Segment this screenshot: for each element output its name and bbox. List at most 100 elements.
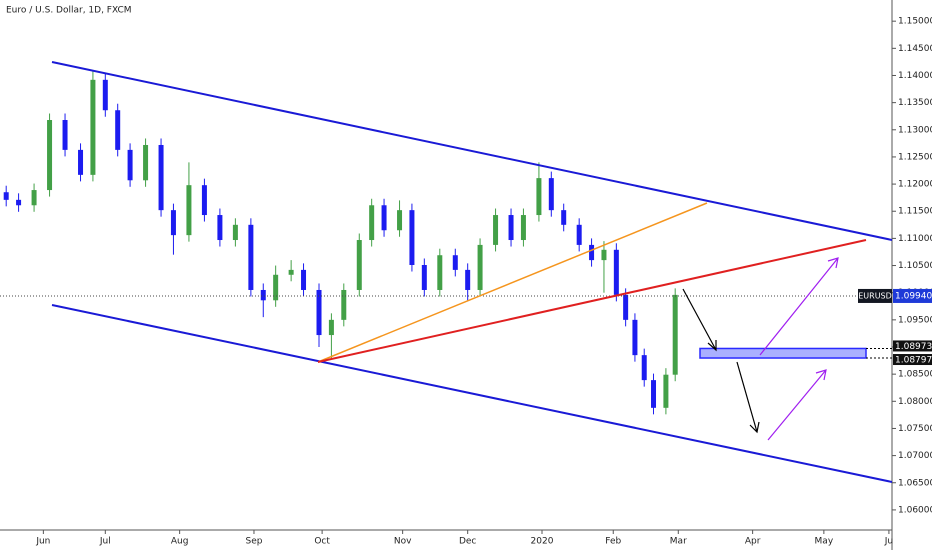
last-price-label: 1.09940: [895, 291, 932, 301]
candle-body: [341, 289, 347, 320]
y-tick-label: 1.12000: [898, 180, 932, 190]
x-tick-label: Nov: [394, 537, 412, 547]
candle-body: [493, 215, 499, 245]
candle-body: [452, 255, 458, 270]
candle-body: [78, 149, 84, 175]
candle-body: [437, 255, 443, 290]
candle-body: [613, 249, 619, 295]
candle-body: [601, 249, 607, 261]
y-tick-label: 1.15000: [898, 17, 932, 27]
candle-body: [589, 244, 595, 261]
candle-body: [641, 355, 647, 381]
candle-body: [316, 289, 322, 336]
candle-body: [328, 319, 334, 336]
y-tick-label: 1.08500: [898, 370, 932, 380]
candle-body: [3, 192, 9, 200]
candle-body: [548, 178, 554, 211]
candle-body: [663, 374, 669, 408]
x-tick-label: Jul: [99, 537, 111, 547]
x-tick-label: Jun: [35, 537, 50, 547]
candle-body: [561, 210, 567, 225]
x-tick-label: May: [815, 537, 834, 547]
y-tick-label: 1.13500: [898, 98, 932, 108]
candle-body: [217, 215, 223, 241]
candle-body: [31, 190, 37, 206]
candle-body: [248, 224, 254, 290]
x-tick-label: Ju: [884, 537, 893, 547]
candle-body: [158, 144, 164, 211]
candle-body: [143, 144, 149, 181]
purple-arrows: [759, 257, 839, 441]
y-tick-label: 1.14500: [898, 44, 932, 54]
candle-body: [632, 319, 638, 356]
zone-label-box: [893, 354, 932, 366]
candle-body: [672, 294, 678, 375]
y-tick-label: 1.10500: [898, 261, 932, 271]
y-tick-label: 1.11500: [898, 207, 932, 217]
candle-body: [90, 79, 96, 175]
zone-label: 1.08797: [895, 356, 932, 366]
y-tick-label: 1.12500: [898, 152, 932, 162]
candle-body: [508, 215, 514, 241]
drawings: [51, 61, 893, 483]
candle-body: [397, 210, 403, 231]
y-tick-label: 1.11000: [898, 234, 932, 244]
y-tick-label: 1.14000: [898, 71, 932, 81]
x-tick-label: Feb: [605, 537, 621, 547]
candle-body: [273, 274, 279, 301]
y-tick-label: 1.07000: [898, 451, 932, 461]
candle-body: [651, 380, 657, 408]
arrow-down: [682, 288, 717, 352]
candle-body: [477, 244, 483, 290]
candle-body: [369, 205, 375, 241]
candle-body: [421, 265, 427, 290]
candle-body: [623, 294, 629, 320]
y-tick-label: 1.06500: [898, 478, 932, 488]
candle-body: [232, 224, 238, 241]
candle-body: [115, 110, 121, 150]
black-arrows: [682, 288, 760, 434]
candle-body: [288, 269, 294, 275]
target-zone: [699, 347, 867, 359]
candle-body: [47, 120, 53, 191]
arrow-up: [767, 369, 827, 441]
candle-body: [16, 199, 22, 206]
upper-channel: [51, 61, 893, 241]
candle-body: [301, 269, 307, 290]
candle-body: [170, 210, 176, 236]
candles: [3, 70, 678, 415]
candle-body: [381, 205, 387, 231]
orange-trendline: [317, 202, 708, 363]
y-tick-label: 1.06000: [898, 505, 932, 515]
last-price-box: [893, 288, 932, 303]
x-tick-label: Dec: [459, 537, 476, 547]
candle-body: [201, 185, 207, 216]
y-tick-label: 1.07500: [898, 424, 932, 434]
candle-body: [576, 224, 582, 245]
zone-label-box: [893, 340, 932, 352]
x-tick-label: 2020: [531, 537, 554, 547]
x-tick-label: Mar: [670, 537, 687, 547]
candle-body: [356, 240, 362, 290]
arrow-up: [759, 257, 839, 356]
arrow-down: [736, 361, 760, 434]
chart-title: Euro / U.S. Dollar, 1D, FXCM: [6, 6, 132, 16]
symbol-tag: [858, 288, 892, 303]
x-tick-label: Sep: [245, 537, 262, 547]
zone-label: 1.08973: [895, 342, 932, 352]
x-tick-label: Apr: [745, 537, 761, 547]
y-tick-label: 1.13000: [898, 125, 932, 135]
candle-body: [62, 120, 68, 150]
candle-body: [520, 215, 526, 241]
lower-channel: [51, 304, 893, 483]
candle-body: [465, 269, 471, 290]
red-trendline: [317, 239, 867, 363]
candle-body: [260, 289, 266, 301]
candle-body: [102, 79, 108, 111]
y-tick-label: 1.08000: [898, 397, 932, 407]
x-tick-label: Oct: [314, 537, 330, 547]
x-tick-label: Aug: [171, 537, 189, 547]
candle-body: [127, 149, 133, 181]
candle-body: [409, 210, 415, 265]
